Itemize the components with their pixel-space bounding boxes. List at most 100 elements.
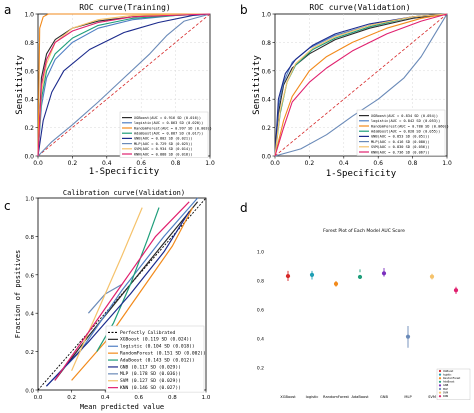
roc-training-ylabel: Sensitivity [15, 55, 25, 115]
legend-label: SVM (0.127 SD (0.029)) [120, 378, 181, 384]
x-tick-label: 0.4 [339, 160, 349, 167]
forest-legend-marker [438, 384, 442, 387]
x-tick-label: 0.6 [136, 160, 146, 167]
series-line-randomforest [274, 13, 448, 157]
roc-validation-xlabel: 1-Specificity [326, 169, 397, 179]
forest-plot-title: Forest Plot of Each Model AUC Score [323, 228, 405, 234]
x-tick-label: 0.4 [101, 395, 110, 401]
legend-label: RandomForest(AUC = 0.780 SD (0.060)) [371, 124, 449, 128]
roc-training-series [37, 13, 211, 157]
panel-d: d Forest Plot of Each Model AUC Score 1.… [240, 201, 471, 400]
y-tick-label: 0.4 [25, 312, 34, 318]
roc-training-chance-line [37, 13, 211, 157]
y-tick-label: 0.0 [261, 154, 271, 161]
x-tick-label: 0.6 [373, 160, 383, 167]
x-tick-label: 1.0 [205, 160, 215, 167]
forest-x-tick-label: SVM [428, 395, 436, 399]
forest-point-knn [453, 288, 459, 293]
forest-x-tick-label: XGBoost [280, 395, 296, 399]
series-line-xgboost [274, 13, 448, 157]
legend-label: Perfectly Calibrated [120, 330, 176, 336]
panel-letter-d: d [240, 201, 248, 215]
calibration-title: Calibration curve(Validation) [63, 189, 185, 197]
calibration-ylabel: Fraction of positives [14, 250, 22, 339]
legend-label: RandomForest (0.151 SD (0.002)) [120, 350, 206, 356]
x-tick-label: 0.2 [67, 395, 76, 401]
forest-legend-marker [438, 380, 442, 383]
forest-plot-legend: XGBoostlogisticRandomForestAdaBoostGNBML… [436, 368, 471, 400]
series-line-mlp [37, 13, 211, 157]
calibration-xlabel: Mean predicted value [80, 403, 164, 411]
legend-label: RandomForest(AUC = 0.997 SD (0.003)) [134, 126, 212, 130]
roc-validation-ticks: 0.0 0.2 0.4 0.6 0.8 1.0 0.0 0.2 0.4 0.6 0.8 1.0 [261, 12, 451, 168]
forest-legend-marker [438, 391, 442, 394]
panel-a: a ROC curve(Training) 0.0 0.2 0.4 0.6 0.8 1.0… [4, 3, 215, 177]
y-tick-label: 0.2 [261, 125, 271, 132]
legend-label: MLP (0.178 SD (0.036)) [120, 371, 181, 377]
x-tick-label: 0.0 [34, 395, 43, 401]
panel-b: b ROC curve(Validation) 0.0 0.2 0.4 0.6 0.8 1… [240, 3, 452, 179]
legend-label: MLP(AUC = 0.729 SD (0.025)) [134, 142, 192, 146]
legend-label: MLP(AUC = 0.416 SD (0.080)) [371, 140, 429, 144]
y-tick-label: 0.8 [25, 235, 34, 241]
forest-plot-yticks: 1.0 0.8 0.6 0.4 0.2 [257, 250, 264, 372]
series-line-mlp [274, 13, 448, 157]
series-line-randomforest [71, 207, 194, 381]
y-tick-label: 1.0 [261, 12, 271, 19]
legend-label: AdaBoost(AUC = 0.887 SD (0.017)) [134, 132, 203, 136]
x-tick-label: 0.2 [305, 160, 315, 167]
legend-label: logistic (0.104 SD (0.018)) [120, 344, 195, 350]
y-tick-label: 0.4 [261, 97, 271, 104]
panel-c: c Calibration curve(Validation) 0.0 0.2 0.… [4, 189, 211, 411]
legend-label: GNB(AUC = 0.853 SD (0.051)) [371, 135, 429, 139]
series-line-svm [71, 207, 143, 372]
legend-label: AdaBoost (0.143 SD (0.012)) [120, 357, 195, 363]
legend-label: SVM(AUC = 0.830 SD (0.056)) [371, 145, 429, 149]
x-tick-label: 1.0 [442, 160, 452, 167]
roc-validation-series [274, 13, 448, 157]
x-tick-label: 0.8 [168, 395, 177, 401]
forest-legend-marker [438, 373, 442, 376]
x-tick-label: 0.4 [102, 160, 112, 167]
forest-y-tick-label: 0.6 [257, 308, 264, 314]
forest-x-tick-label: logistic [306, 395, 319, 399]
legend-label: AdaBoost(AUC = 0.828 SD (0.055)) [371, 130, 440, 134]
roc-validation-legend: XGBoost(AUC = 0.834 SD (0.054))logistic(… [356, 109, 449, 156]
forest-x-tick-label: RandomForest [323, 395, 349, 399]
forest-plot-xticks: XGBoost logistic RandomForest AdaBoost GNB ML… [280, 395, 460, 399]
y-tick-label: 0.0 [25, 389, 34, 395]
forest-y-tick-label: 0.4 [257, 337, 264, 343]
calibration-ticks: 0.0 0.2 0.4 0.6 0.8 1.0 0.0 0.2 0.4 0.6 0.8 1.0 [25, 197, 211, 402]
forest-x-tick-label: MLP [404, 395, 412, 399]
x-tick-label: 0.6 [134, 395, 143, 401]
forest-point-logistic [309, 272, 315, 278]
forest-legend-marker [438, 369, 442, 373]
forest-legend-marker [438, 377, 442, 380]
forest-y-tick-label: 0.2 [257, 366, 264, 372]
y-tick-label: 1.0 [24, 12, 34, 19]
series-line-knn [274, 13, 448, 157]
roc-training-xlabel: 1-Specificity [89, 167, 160, 177]
forest-point-svm [429, 274, 435, 279]
forest-legend-label: RandomForest [443, 377, 460, 380]
y-tick-label: 0.8 [24, 40, 34, 47]
forest-legend-label: GNB [443, 384, 449, 387]
series-line-randomforest [37, 13, 210, 157]
series-line-gnb [45, 211, 190, 387]
forest-legend-marker [438, 387, 442, 391]
panel-letter-a: a [4, 3, 11, 17]
roc-validation-ylabel: Sensitivity [252, 55, 262, 115]
forest-point-xgboost [285, 273, 291, 279]
legend-label: KNN(AUC = 0.888 SD (0.018)) [134, 152, 192, 156]
forest-legend-marker [438, 395, 442, 398]
forest-legend-box [436, 368, 471, 400]
forest-x-tick-label: GNB [380, 395, 388, 399]
series-line-knn [54, 201, 190, 381]
legend-label: logistic(AUC = 0.863 SD (0.020)) [134, 121, 203, 125]
y-tick-label: 0.4 [24, 97, 34, 104]
forest-plot-marks [285, 267, 459, 348]
y-tick-label: 0.6 [24, 68, 34, 75]
legend-label: GNB(AUC = 0.802 SD (0.021)) [134, 137, 192, 141]
